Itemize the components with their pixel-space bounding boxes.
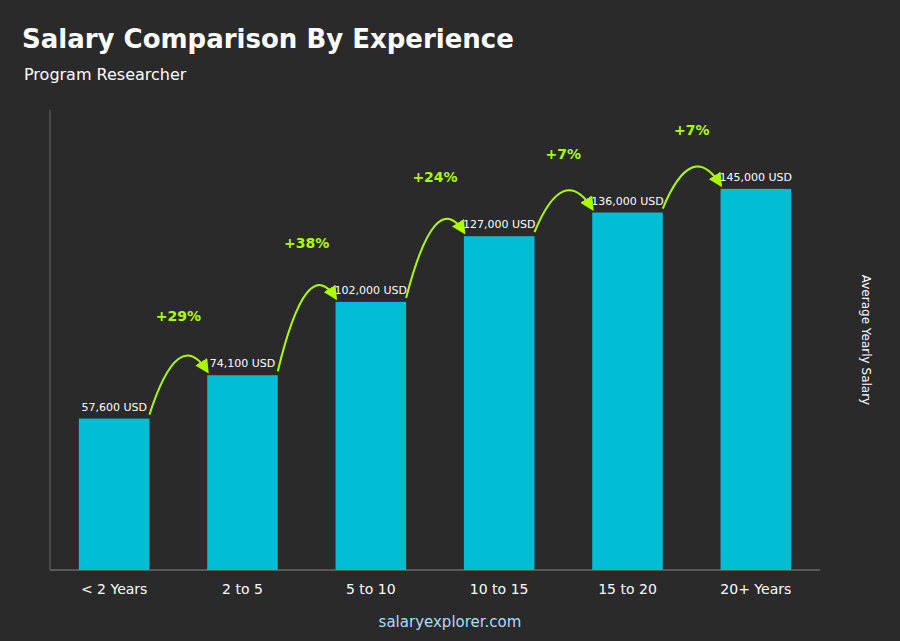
background	[0, 0, 900, 641]
y-axis-line	[50, 110, 51, 570]
x-tick-label: 20+ Years	[720, 581, 791, 597]
data-label: 127,000 USD	[463, 218, 536, 231]
data-label: 145,000 USD	[720, 171, 793, 184]
bar	[721, 189, 792, 570]
change-arrow	[663, 167, 721, 209]
data-label: 136,000 USD	[591, 195, 664, 208]
x-tick-label: < 2 Years	[81, 581, 147, 597]
data-label: 102,000 USD	[335, 284, 408, 297]
change-arrow	[278, 285, 336, 371]
bar	[207, 375, 278, 570]
bar	[336, 302, 407, 570]
change-label: +7%	[674, 122, 710, 138]
x-tick-label: 5 to 10	[346, 581, 396, 597]
change-arrow	[534, 190, 592, 232]
y-axis-label: Average Yearly Salary	[859, 275, 873, 405]
bar	[464, 236, 535, 570]
change-arrow	[406, 219, 464, 298]
x-tick-label: 15 to 20	[598, 581, 657, 597]
change-label: +7%	[546, 146, 582, 162]
title: Salary Comparison By Experience	[22, 24, 514, 54]
bars	[79, 189, 791, 570]
data-label: 74,100 USD	[210, 357, 276, 370]
watermark: salaryexplorer.com	[379, 613, 522, 631]
x-tick-label: 2 to 5	[222, 581, 263, 597]
change-label: +24%	[412, 169, 457, 185]
change-arrow	[149, 356, 207, 415]
x-tick-label: 10 to 15	[470, 581, 529, 597]
x-axis-line	[50, 570, 820, 571]
subtitle: Program Researcher	[24, 65, 187, 84]
change-label: +38%	[284, 235, 329, 251]
bar	[592, 213, 663, 570]
bar	[79, 419, 150, 570]
change-label: +29%	[156, 308, 201, 324]
chart: Salary Comparison By Experience Program R…	[0, 0, 900, 641]
data-label: 57,600 USD	[81, 401, 147, 414]
